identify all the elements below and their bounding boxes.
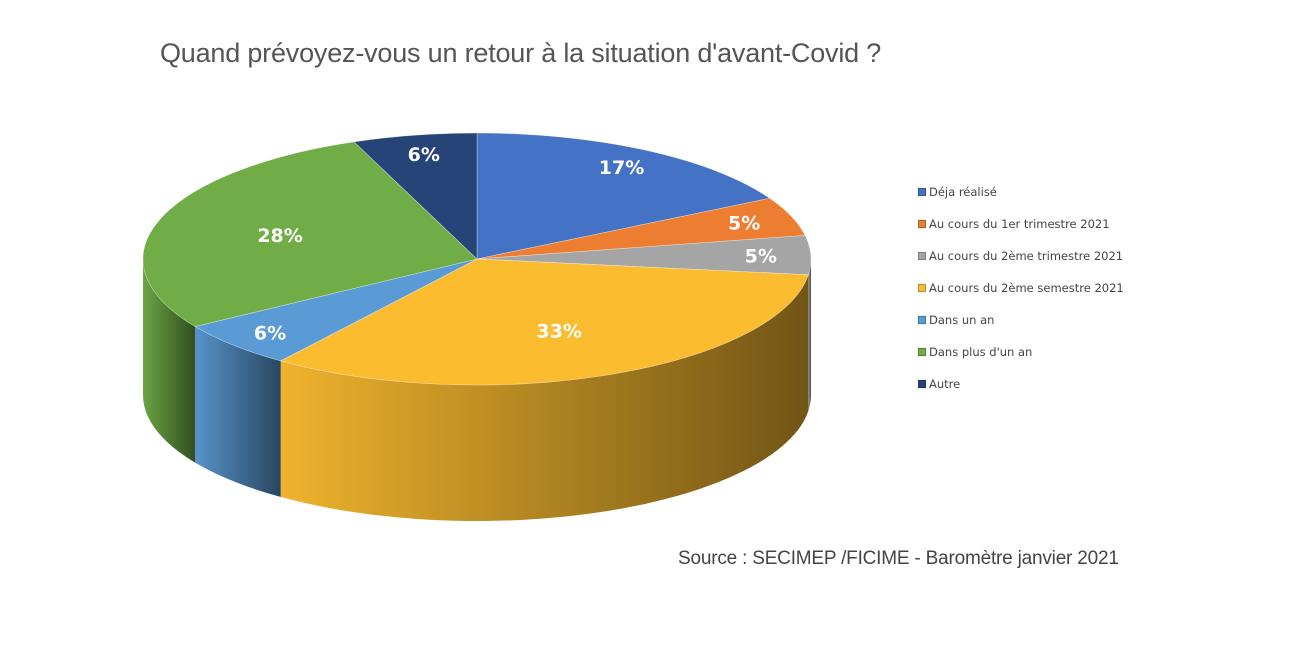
legend-label-6: Autre — [929, 377, 961, 391]
legend-swatch-3 — [918, 284, 926, 292]
pie-sides — [143, 259, 811, 521]
pie-slice-5 — [142, 141, 478, 327]
legend-swatch-0 — [918, 188, 926, 196]
legend-swatch-4 — [918, 316, 926, 324]
legend-item-5: Dans plus d'un an — [918, 344, 1124, 360]
pie-data-labels: 17% 5% 5% 33% 6% 28% 6% — [254, 144, 777, 345]
legend-item-3: Au cours du 2ème semestre 2021 — [918, 280, 1124, 296]
pie-side-shade-3 — [280, 274, 809, 521]
legend-item-4: Dans un an — [918, 312, 1124, 328]
legend-item-1: Au cours du 1er trimestre 2021 — [918, 216, 1124, 232]
data-label-1: 5% — [728, 213, 760, 235]
pie-side-shade-5 — [143, 259, 195, 463]
data-label-3: 33% — [536, 321, 581, 343]
legend-swatch-5 — [918, 348, 926, 356]
legend-label-2: Au cours du 2ème trimestre 2021 — [929, 249, 1124, 263]
pie-side-shade-2 — [808, 259, 811, 411]
legend-item-2: Au cours du 2ème trimestre 2021 — [918, 248, 1124, 264]
pie-slice-4 — [194, 258, 478, 362]
pie-slice-6 — [353, 132, 478, 260]
data-label-2: 5% — [745, 246, 777, 268]
data-label-4: 6% — [254, 322, 286, 344]
pie-slice-3 — [279, 258, 809, 386]
legend-label-5: Dans plus d'un an — [929, 345, 1033, 359]
data-label-5: 28% — [257, 225, 302, 247]
data-label-0: 17% — [599, 157, 644, 179]
legend-label-0: Déja réalisé — [929, 185, 997, 199]
legend-swatch-2 — [918, 252, 926, 260]
legend-item-0: Déja réalisé — [918, 184, 1124, 200]
legend-swatch-1 — [918, 220, 926, 228]
pie-slices — [142, 132, 812, 386]
source-note: Source : SECIMEP /FICIME - Baromètre jan… — [678, 548, 1119, 569]
legend: Déja réalisé Au cours du 1er trimestre 20… — [918, 184, 1124, 408]
pie-side-shade-4 — [194, 326, 281, 497]
data-label-6: 6% — [408, 144, 440, 166]
legend-label-1: Au cours du 1er trimestre 2021 — [929, 217, 1110, 231]
legend-item-6: Autre — [918, 376, 1124, 392]
legend-label-4: Dans un an — [929, 313, 995, 327]
pie-slice-0 — [476, 132, 771, 260]
chart-title: Quand prévoyez-vous un retour à la situa… — [160, 38, 882, 68]
legend-label-3: Au cours du 2ème semestre 2021 — [929, 281, 1124, 295]
legend-swatch-6 — [918, 380, 926, 388]
